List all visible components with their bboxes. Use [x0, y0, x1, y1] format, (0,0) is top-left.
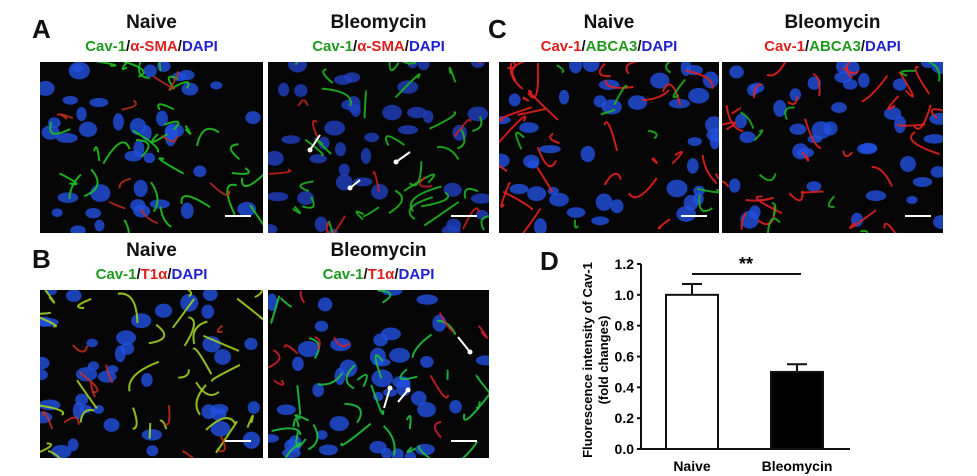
panel-b-right-stain-label: Cav-1/T1α/DAPI: [268, 266, 489, 283]
stain-part: ABCA3: [585, 38, 638, 55]
micrograph-b-left: [40, 290, 263, 458]
y-tick-label: 0.6: [615, 349, 635, 365]
panel-c-right-title: Bleomycin: [784, 12, 881, 33]
stain-part: Cav-1: [312, 38, 354, 55]
stain-part: DAPI: [181, 38, 218, 55]
panel-label-b: B: [32, 244, 51, 274]
stain-part: Cav-1: [85, 38, 127, 55]
stain-part: DAPI: [865, 38, 901, 55]
stain-part: /: [167, 266, 172, 283]
y-tick-label: 0.8: [615, 318, 635, 334]
stain-part: DAPI: [171, 266, 208, 283]
stain-part: DAPI: [408, 38, 445, 55]
scale-bar: [905, 215, 931, 217]
panel-b-right-title: Bleomycin: [330, 240, 427, 261]
scale-bar: [451, 215, 477, 217]
y-tick-label: 1.2: [615, 256, 635, 272]
panel-c-left-stain-label: Cav-1/ABCA3/DAPI: [499, 38, 719, 55]
stain-part: /: [637, 38, 642, 55]
panel-a-right-stain-label: Cav-1/α-SMA/DAPI: [268, 38, 489, 55]
stain-part: /: [581, 38, 586, 55]
y-axis-label-line: Fluorescence intensity of Cav-1: [580, 262, 595, 458]
arrow-icon: [457, 336, 473, 355]
scale-bar: [225, 440, 251, 442]
stain-part: /: [394, 266, 399, 283]
scale-bar: [225, 215, 251, 217]
y-tick-label: 0.4: [615, 379, 635, 395]
micrograph-a-right: [268, 62, 489, 233]
y-axis-label-line: (fold changes): [596, 316, 611, 405]
bar-naive: [665, 293, 719, 451]
y-tick-label: 0.2: [615, 410, 635, 426]
micrograph-c-left: [499, 62, 719, 233]
arrow-icon: [383, 385, 393, 409]
panel-a-left-stain-label: Cav-1/α-SMA/DAPI: [40, 38, 263, 55]
panel-c-left-title: Naive: [583, 12, 635, 33]
panel-c-right-stain-label: Cav-1/ABCA3/DAPI: [722, 38, 943, 55]
panel-b-left-title: Naive: [126, 240, 177, 261]
panel-label-a: A: [32, 14, 51, 44]
stain-part: /: [804, 38, 810, 55]
x-tick-label: Naive: [673, 458, 711, 474]
bar-bleomycin: [770, 370, 824, 451]
scale-bar: [451, 440, 477, 442]
micrograph-b-right: [268, 290, 489, 458]
bar-chart: 0.0 0.2 0.4 0.6 0.8 1.0 1.2 Naive Bleomycin ** Flu…: [580, 254, 850, 474]
stain-part: /: [363, 266, 368, 283]
stain-part: DAPI: [641, 38, 678, 55]
stain-part: Cav-1: [322, 266, 364, 283]
stain-part: α-SMA: [357, 38, 405, 55]
arrow-icon: [393, 151, 411, 165]
y-tick-label: 1.0: [615, 287, 635, 303]
significance-label: **: [739, 254, 753, 274]
y-axis-label: Fluorescence intensity of Cav-1(fold cha…: [580, 262, 611, 458]
panel-label-d: D: [540, 246, 559, 276]
scale-bar: [681, 215, 707, 217]
stain-part: α-SMA: [130, 38, 178, 55]
stain-part: ABCA3: [809, 38, 861, 55]
stain-part: /: [860, 38, 866, 55]
stain-part: T1α: [140, 266, 168, 283]
stain-part: /: [126, 38, 131, 55]
panel-b-left-stain-label: Cav-1/T1α/DAPI: [40, 266, 263, 283]
y-tick-label: 0.0: [615, 441, 635, 457]
micrograph-c-right: [722, 62, 943, 233]
stain-part: /: [404, 38, 409, 55]
micrograph-a-left: [40, 62, 263, 233]
arrow-icon: [397, 387, 411, 403]
stain-part: Cav-1: [540, 38, 582, 55]
panel-label-c: C: [488, 14, 507, 44]
panel-a-left-title: Naive: [126, 12, 177, 33]
arrow-icon: [347, 179, 361, 191]
panel-a-right-title: Bleomycin: [330, 12, 427, 33]
arrow-icon: [307, 134, 321, 153]
x-tick-label: Bleomycin: [762, 458, 833, 474]
stain-part: /: [177, 38, 182, 55]
stain-part: /: [353, 38, 358, 55]
stain-part: /: [136, 266, 141, 283]
stain-part: T1α: [367, 266, 395, 283]
stain-part: DAPI: [398, 266, 435, 283]
stain-part: Cav-1: [764, 38, 805, 55]
stain-part: Cav-1: [95, 266, 137, 283]
